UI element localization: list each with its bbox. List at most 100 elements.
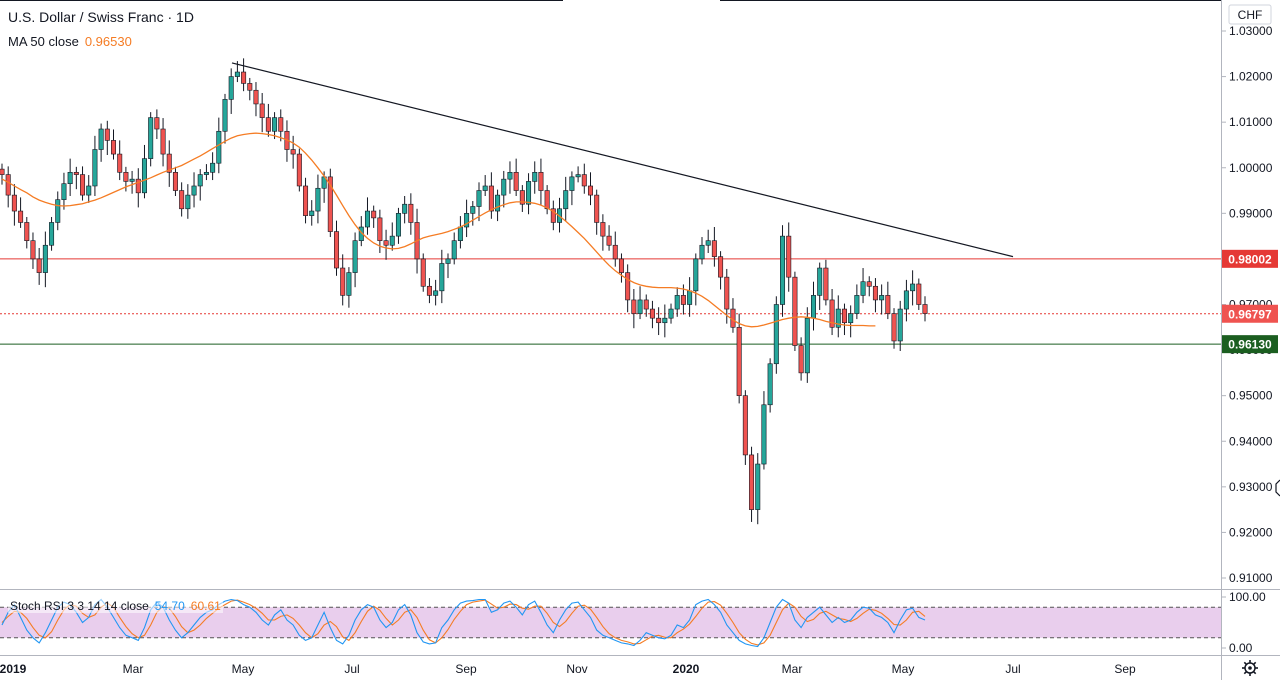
candle[interactable] <box>303 177 309 224</box>
candle[interactable] <box>538 158 544 206</box>
candle[interactable] <box>191 172 197 208</box>
candle[interactable] <box>154 109 160 140</box>
candle[interactable] <box>656 307 662 336</box>
candle[interactable] <box>24 216 30 249</box>
candle[interactable] <box>445 253 451 279</box>
candle[interactable] <box>618 253 624 283</box>
candle[interactable] <box>80 166 86 201</box>
candle[interactable] <box>835 295 841 338</box>
candle[interactable] <box>402 196 408 224</box>
candle[interactable] <box>631 289 637 329</box>
candle[interactable] <box>98 123 104 162</box>
candle[interactable] <box>885 281 891 320</box>
candle[interactable] <box>148 112 154 167</box>
candle[interactable] <box>581 163 587 194</box>
candle[interactable] <box>476 182 482 222</box>
candle[interactable] <box>780 225 786 317</box>
candle[interactable] <box>210 152 216 181</box>
candle[interactable] <box>786 222 792 292</box>
candle[interactable] <box>61 172 67 210</box>
candle[interactable] <box>674 287 680 317</box>
candle[interactable] <box>346 267 352 308</box>
candle[interactable] <box>135 168 141 208</box>
candle[interactable] <box>433 279 439 306</box>
candle[interactable] <box>699 237 705 265</box>
candle[interactable] <box>718 251 724 290</box>
candle[interactable] <box>891 308 897 349</box>
candle[interactable] <box>600 214 606 251</box>
candle[interactable] <box>327 168 333 238</box>
candle[interactable] <box>612 231 618 267</box>
candle[interactable] <box>854 284 860 320</box>
candle[interactable] <box>464 199 470 238</box>
candle[interactable] <box>67 158 73 197</box>
candle[interactable] <box>662 304 668 338</box>
candle[interactable] <box>36 247 42 285</box>
candle[interactable] <box>860 268 866 304</box>
candle[interactable] <box>742 390 748 465</box>
candle[interactable] <box>309 200 315 226</box>
candle[interactable] <box>296 148 302 192</box>
candle[interactable] <box>916 278 922 310</box>
candle[interactable] <box>544 185 550 215</box>
candle[interactable] <box>265 103 271 137</box>
candle[interactable] <box>792 271 798 351</box>
candle[interactable] <box>272 112 278 140</box>
candle[interactable] <box>203 164 209 181</box>
candle[interactable] <box>18 197 24 228</box>
candle[interactable] <box>606 225 612 251</box>
candle[interactable] <box>340 254 346 306</box>
candle[interactable] <box>488 172 494 219</box>
candle[interactable] <box>166 140 172 187</box>
candle[interactable] <box>160 118 166 167</box>
candle[interactable] <box>278 109 284 142</box>
candle[interactable] <box>117 140 123 181</box>
candle[interactable] <box>482 175 488 197</box>
price-pane[interactable] <box>0 58 1222 525</box>
candle[interactable] <box>749 446 755 522</box>
candle[interactable] <box>129 170 135 194</box>
candle[interactable] <box>11 184 17 226</box>
candle[interactable] <box>228 68 234 114</box>
candle[interactable] <box>222 93 228 144</box>
candle[interactable] <box>111 129 117 160</box>
candle[interactable] <box>513 158 519 197</box>
time-axis[interactable]: 2019 Mar May Jul Sep Nov 2020 Mar May Jul Sep <box>0 662 1136 676</box>
candle[interactable] <box>532 161 538 194</box>
candle[interactable] <box>408 193 414 235</box>
candle[interactable] <box>563 176 569 222</box>
candle[interactable] <box>104 120 110 155</box>
candle[interactable] <box>594 189 600 235</box>
candle[interactable] <box>0 163 5 185</box>
candle[interactable] <box>569 171 575 206</box>
candle[interactable] <box>451 232 457 265</box>
candle[interactable] <box>829 289 835 336</box>
candle[interactable] <box>519 185 525 212</box>
candle[interactable] <box>141 144 147 199</box>
candle[interactable] <box>736 313 742 404</box>
candle[interactable] <box>364 197 370 235</box>
candle[interactable] <box>426 278 432 304</box>
candle[interactable] <box>371 205 377 228</box>
candle[interactable] <box>649 300 655 329</box>
candle[interactable] <box>172 166 178 197</box>
candle[interactable] <box>637 286 643 320</box>
candle[interactable] <box>625 264 631 313</box>
candle[interactable] <box>668 303 674 324</box>
candle[interactable] <box>253 82 259 117</box>
candle[interactable] <box>767 358 773 413</box>
candle[interactable] <box>315 174 321 224</box>
candle[interactable] <box>92 135 98 197</box>
candle[interactable] <box>587 172 593 206</box>
candle[interactable] <box>383 229 389 260</box>
candle[interactable] <box>550 200 556 231</box>
candle[interactable] <box>705 229 711 253</box>
candle[interactable] <box>575 166 581 183</box>
settings-gear-icon[interactable] <box>1242 660 1258 676</box>
candle[interactable] <box>773 296 779 374</box>
candle[interactable] <box>501 170 507 208</box>
candle[interactable] <box>755 453 761 525</box>
candle[interactable] <box>290 135 296 169</box>
trendline[interactable] <box>231 62 1014 258</box>
scroll-cursor-icon[interactable] <box>1275 479 1280 497</box>
